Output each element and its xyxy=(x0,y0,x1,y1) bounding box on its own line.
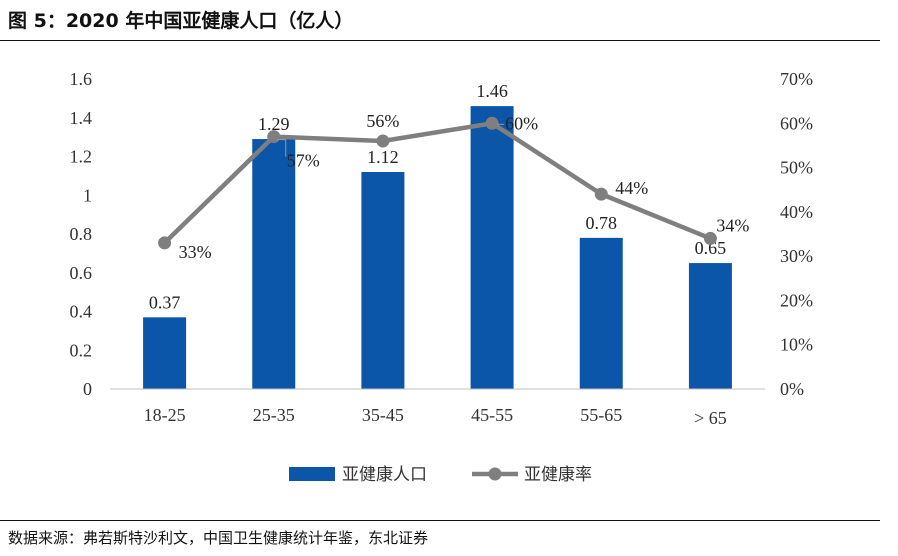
line-point xyxy=(376,134,390,148)
bar-value-label: 1.46 xyxy=(476,81,508,101)
legend-line-marker xyxy=(488,467,502,481)
label-leader-line xyxy=(276,139,287,157)
source-rule xyxy=(0,520,880,521)
left-axis-tick: 1 xyxy=(83,185,92,205)
right-axis-tick: 10% xyxy=(780,335,813,355)
line-value-label: 33% xyxy=(179,242,212,262)
line-point xyxy=(703,231,717,245)
bar xyxy=(252,139,296,389)
right-axis-tick: 40% xyxy=(780,202,813,222)
right-axis-tick: 30% xyxy=(780,246,813,266)
right-axis-tick: 70% xyxy=(780,69,813,89)
line-series xyxy=(163,121,712,245)
line-value-label: 34% xyxy=(716,215,749,235)
right-axis-tick: 20% xyxy=(780,290,813,310)
figure-title: 图 5：2020 年中国亚健康人口（亿人） xyxy=(8,10,354,32)
bar xyxy=(470,106,514,389)
right-axis-tick: 0% xyxy=(780,379,804,399)
combo-chart: 0 0.2 0.4 0.6 0.8 1 1.2 1.4 1.6 0% 10% 20% 30% 40% 50%… xyxy=(70,69,814,485)
legend-bar-swatch xyxy=(289,467,335,481)
bar-value-label: 0.65 xyxy=(695,238,727,258)
line-point xyxy=(158,236,172,250)
line-point xyxy=(267,130,281,144)
line-point xyxy=(485,116,499,130)
bar xyxy=(143,317,187,389)
left-axis-tick: 0 xyxy=(83,379,92,399)
left-axis-tick: 1.2 xyxy=(70,147,93,167)
bar xyxy=(688,263,732,389)
bar-value-label: 1.12 xyxy=(367,147,399,167)
x-axis-tick: 25-35 xyxy=(253,405,295,425)
bar-value-label: 1.29 xyxy=(258,114,290,134)
x-axis-tick: 45-55 xyxy=(471,405,513,425)
bar xyxy=(579,237,623,389)
right-axis-tick: 60% xyxy=(780,113,813,133)
line-value-label: 56% xyxy=(366,111,399,131)
x-axis-tick: 55-65 xyxy=(580,405,622,425)
legend-line-label: 亚健康率 xyxy=(524,465,592,485)
x-axis-tick: > 65 xyxy=(694,408,727,428)
line-value-label: 60% xyxy=(505,113,538,133)
left-axis-tick: 1.4 xyxy=(70,108,93,128)
left-axis-tick: 1.6 xyxy=(70,69,93,89)
right-axis-tick: 50% xyxy=(780,158,813,178)
left-axis-tick: 0.8 xyxy=(70,224,93,244)
x-axis-tick: 18-25 xyxy=(144,405,186,425)
bar-value-label: 0.78 xyxy=(586,213,618,233)
left-axis-tick: 0.4 xyxy=(70,302,93,322)
line-point xyxy=(594,187,608,201)
bar-value-label: 0.37 xyxy=(149,292,181,312)
title-rule xyxy=(0,40,880,41)
line-value-label: 57% xyxy=(287,151,320,171)
line-value-label: 44% xyxy=(615,178,648,198)
left-axis-tick: 0.6 xyxy=(70,263,93,283)
left-axis-tick: 0.2 xyxy=(70,340,93,360)
bar xyxy=(361,172,405,389)
data-source: 数据来源：弗若斯特沙利文，中国卫生健康统计年鉴，东北证券 xyxy=(8,529,429,547)
x-axis-tick: 35-45 xyxy=(362,405,404,425)
legend-bar-label: 亚健康人口 xyxy=(342,465,427,485)
